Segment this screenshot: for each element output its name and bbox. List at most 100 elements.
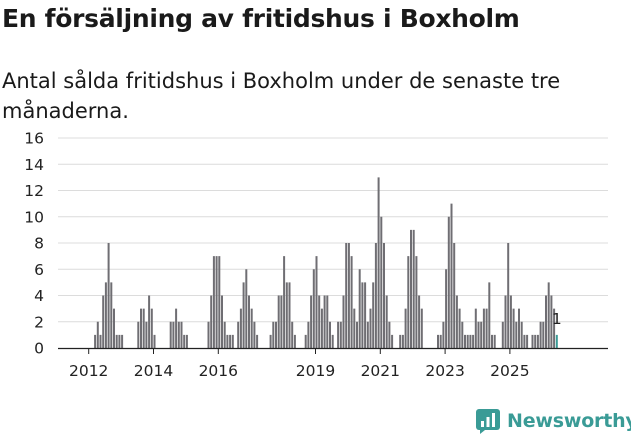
bar-month-110 xyxy=(383,243,385,348)
bar-month-19 xyxy=(137,321,140,348)
bar-month-138 xyxy=(458,308,461,349)
bar-month-77 xyxy=(293,334,296,349)
bar-month-131 xyxy=(439,334,442,349)
bar-month-107 xyxy=(374,243,377,348)
bar-month-24 xyxy=(150,308,153,349)
x-tick-label-2021: 2021 xyxy=(361,362,400,380)
bar-month-90 xyxy=(329,321,331,348)
bar-month-50 xyxy=(221,295,223,348)
bar-month-141 xyxy=(466,334,469,349)
bar-month-94 xyxy=(339,321,342,348)
bar-month-46 xyxy=(210,295,213,348)
bar-month-7 xyxy=(104,282,107,349)
bar-month-163 xyxy=(526,334,529,349)
bar-month-74 xyxy=(285,282,288,349)
bar-month-102 xyxy=(361,282,364,349)
chart-title: En försäljning av fritidshus i Boxholm xyxy=(2,4,520,33)
x-tick-label-2012: 2012 xyxy=(69,362,108,380)
bar-month-5 xyxy=(99,334,102,349)
bar-month-173 xyxy=(553,308,556,349)
bar-month-146 xyxy=(480,321,483,348)
bar-month-71 xyxy=(277,295,280,348)
bar-month-58 xyxy=(242,282,245,349)
bar-month-149 xyxy=(488,282,491,349)
chart-subtitle: Antal sålda fritidshus i Boxholm under d… xyxy=(2,69,561,123)
bar-month-3 xyxy=(94,334,97,349)
bar-month-121 xyxy=(412,229,415,349)
bar-month-169 xyxy=(542,321,545,348)
bar-month-21 xyxy=(142,308,145,349)
bar-month-68 xyxy=(269,334,272,349)
bar-month-60 xyxy=(248,295,250,348)
y-tick-label-6: 6 xyxy=(34,261,44,279)
bar-month-166 xyxy=(534,334,537,349)
bar-month-62 xyxy=(253,321,256,348)
bar-month-81 xyxy=(304,334,307,349)
bar-month-33 xyxy=(175,308,178,349)
bar-month-151 xyxy=(493,334,496,349)
bar-month-31 xyxy=(169,321,172,348)
bar-month-93 xyxy=(337,321,340,348)
bar-month-61 xyxy=(250,308,253,349)
bar-month-96 xyxy=(345,243,348,348)
bar-month-34 xyxy=(177,321,180,348)
bar-month-57 xyxy=(239,308,242,349)
bar-month-154 xyxy=(501,321,504,348)
y-tick-label-10: 10 xyxy=(24,208,44,226)
bar-month-4 xyxy=(96,321,99,348)
bar-month-20 xyxy=(140,308,142,349)
bar-month-22 xyxy=(145,321,148,348)
bar-month-112 xyxy=(388,321,391,348)
y-tick-label-8: 8 xyxy=(34,235,44,253)
bar-month-144 xyxy=(474,308,477,349)
bar-month-132 xyxy=(442,321,445,348)
bar-month-156 xyxy=(507,243,510,348)
bar-month-165 xyxy=(531,334,534,349)
y-tick-label-12: 12 xyxy=(24,182,44,200)
bar-month-145 xyxy=(477,321,480,348)
bar-month-59 xyxy=(245,269,248,348)
x-tick-label-2019: 2019 xyxy=(296,362,335,380)
bar-month-10 xyxy=(113,308,115,349)
bar-month-49 xyxy=(218,256,221,349)
x-tick-label-2023: 2023 xyxy=(425,362,464,380)
bar-month-69 xyxy=(272,321,275,348)
y-tick-label-14: 14 xyxy=(24,156,44,174)
bar-month-99 xyxy=(353,308,356,349)
bar-month-32 xyxy=(172,321,175,348)
bar-month-98 xyxy=(350,256,353,349)
x-tick-label-2016: 2016 xyxy=(199,362,238,380)
bar-month-120 xyxy=(410,229,412,349)
bar-month-89 xyxy=(326,295,329,348)
bar-month-53 xyxy=(229,334,232,349)
bar-month-70 xyxy=(275,321,277,348)
bar-month-47 xyxy=(212,256,215,349)
bar-month-122 xyxy=(415,256,418,349)
bar-month-9 xyxy=(110,282,113,349)
bar-month-37 xyxy=(185,334,188,349)
bar-month-140 xyxy=(464,334,466,349)
bar-month-139 xyxy=(461,321,464,348)
bar-month-123 xyxy=(418,295,421,348)
bar-month-11 xyxy=(115,334,118,349)
bar-month-83 xyxy=(310,295,313,348)
bar-month-95 xyxy=(342,295,345,348)
bar-month-167 xyxy=(536,334,539,349)
gridlines xyxy=(58,137,608,323)
bar-month-171 xyxy=(547,282,550,349)
x-tick-label-2014: 2014 xyxy=(134,362,173,380)
bar-month-6 xyxy=(102,295,105,348)
bar-month-73 xyxy=(283,256,286,349)
bar-month-113 xyxy=(391,334,394,349)
bar-month-84 xyxy=(312,269,315,348)
bar-month-108 xyxy=(377,177,380,349)
bar-month-54 xyxy=(231,334,234,349)
y-tick-label-2: 2 xyxy=(34,313,44,331)
bar-month-116 xyxy=(399,334,402,349)
bar-month-8 xyxy=(107,243,110,348)
y-tick-label-0: 0 xyxy=(34,340,44,358)
bar-month-137 xyxy=(455,295,458,348)
bar-month-159 xyxy=(515,321,518,348)
y-tick-label-16: 16 xyxy=(24,130,44,148)
